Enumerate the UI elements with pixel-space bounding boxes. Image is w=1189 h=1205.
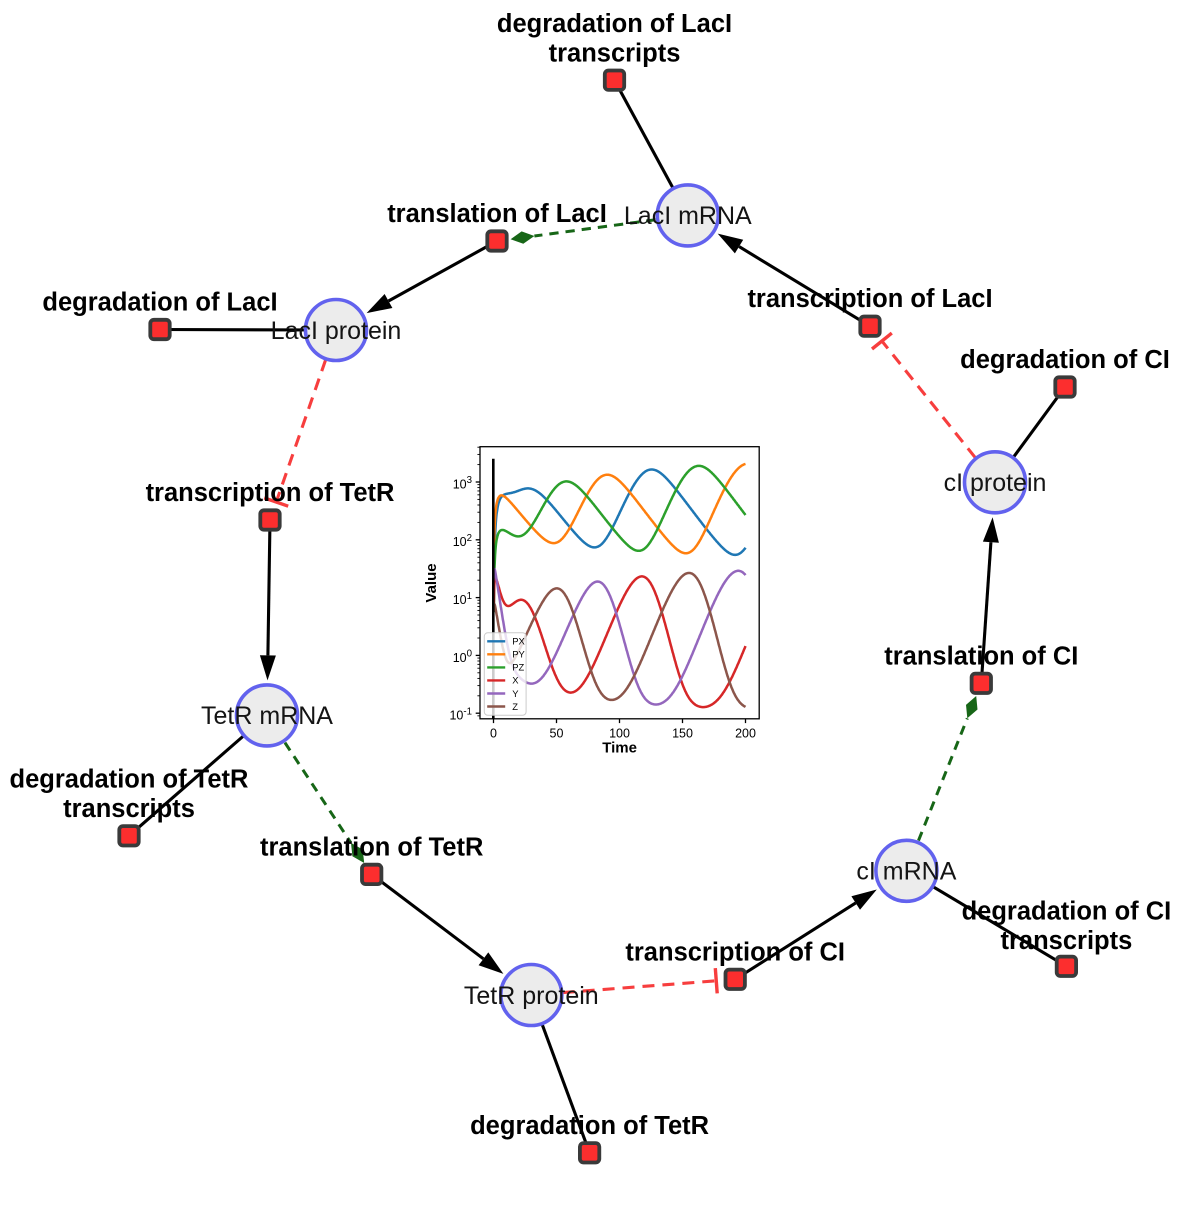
svg-text:translation of CI: translation of CI: [884, 642, 1078, 670]
svg-text:150: 150: [672, 726, 693, 740]
svg-text:LacI protein: LacI protein: [271, 317, 402, 345]
svg-text:transcription of CI: transcription of CI: [625, 938, 845, 966]
svg-text:transcription of TetR: transcription of TetR: [146, 479, 395, 507]
svg-text:transcripts: transcripts: [549, 39, 681, 67]
svg-text:PY: PY: [512, 649, 525, 660]
svg-text:200: 200: [735, 726, 756, 740]
svg-text:transcripts: transcripts: [1001, 927, 1133, 955]
svg-text:100: 100: [609, 726, 630, 740]
svg-text:translation of LacI: translation of LacI: [387, 200, 607, 228]
svg-text:PX: PX: [512, 636, 525, 647]
svg-text:Z: Z: [512, 701, 518, 712]
svg-text:degradation of CI: degradation of CI: [960, 346, 1170, 374]
svg-text:0: 0: [490, 726, 497, 740]
svg-text:translation of TetR: translation of TetR: [260, 833, 483, 861]
svg-text:degradation of CI: degradation of CI: [962, 898, 1172, 926]
svg-text:transcripts: transcripts: [63, 795, 195, 823]
svg-text:Time: Time: [602, 740, 637, 757]
svg-text:PZ: PZ: [512, 662, 524, 673]
svg-text:X: X: [512, 675, 519, 686]
svg-text:transcription of LacI: transcription of LacI: [747, 285, 992, 313]
svg-text:TetR protein: TetR protein: [464, 982, 599, 1010]
svg-text:LacI mRNA: LacI mRNA: [624, 202, 752, 230]
svg-text:TetR mRNA: TetR mRNA: [201, 702, 333, 730]
svg-text:cI mRNA: cI mRNA: [856, 858, 956, 886]
svg-text:degradation of LacI: degradation of LacI: [497, 10, 732, 38]
svg-text:Y: Y: [512, 688, 519, 699]
svg-text:degradation of TetR: degradation of TetR: [10, 765, 249, 793]
svg-text:Value: Value: [423, 563, 440, 602]
svg-text:50: 50: [550, 726, 564, 740]
svg-text:degradation of TetR: degradation of TetR: [470, 1112, 709, 1140]
svg-text:cI protein: cI protein: [944, 469, 1047, 497]
svg-text:degradation of LacI: degradation of LacI: [42, 289, 277, 317]
